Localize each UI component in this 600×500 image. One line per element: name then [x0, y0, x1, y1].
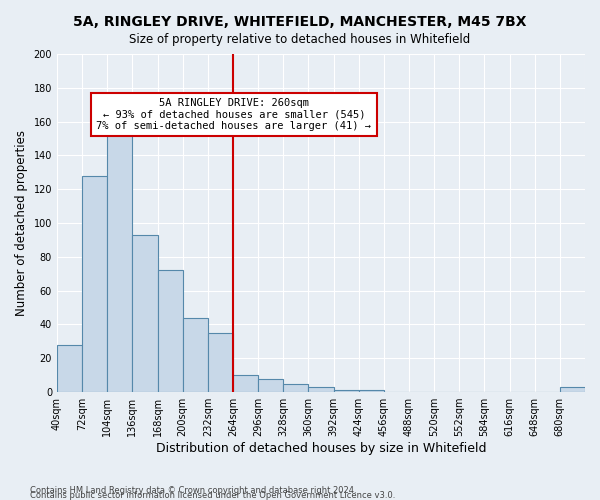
Bar — [359, 390, 384, 392]
Bar — [258, 378, 283, 392]
Bar — [334, 390, 359, 392]
Text: Contains public sector information licensed under the Open Government Licence v3: Contains public sector information licen… — [30, 491, 395, 500]
Bar — [208, 333, 233, 392]
Bar — [57, 345, 82, 392]
Bar — [560, 387, 585, 392]
Text: 5A RINGLEY DRIVE: 260sqm
← 93% of detached houses are smaller (545)
7% of semi-d: 5A RINGLEY DRIVE: 260sqm ← 93% of detach… — [97, 98, 371, 131]
Bar — [82, 176, 107, 392]
Bar — [308, 387, 334, 392]
Bar — [158, 270, 182, 392]
Text: Size of property relative to detached houses in Whitefield: Size of property relative to detached ho… — [130, 32, 470, 46]
Text: Contains HM Land Registry data © Crown copyright and database right 2024.: Contains HM Land Registry data © Crown c… — [30, 486, 356, 495]
Bar — [107, 122, 133, 392]
Y-axis label: Number of detached properties: Number of detached properties — [15, 130, 28, 316]
Bar — [133, 235, 158, 392]
Bar — [233, 375, 258, 392]
Text: 5A, RINGLEY DRIVE, WHITEFIELD, MANCHESTER, M45 7BX: 5A, RINGLEY DRIVE, WHITEFIELD, MANCHESTE… — [73, 15, 527, 29]
Bar — [283, 384, 308, 392]
X-axis label: Distribution of detached houses by size in Whitefield: Distribution of detached houses by size … — [156, 442, 486, 455]
Bar — [182, 318, 208, 392]
